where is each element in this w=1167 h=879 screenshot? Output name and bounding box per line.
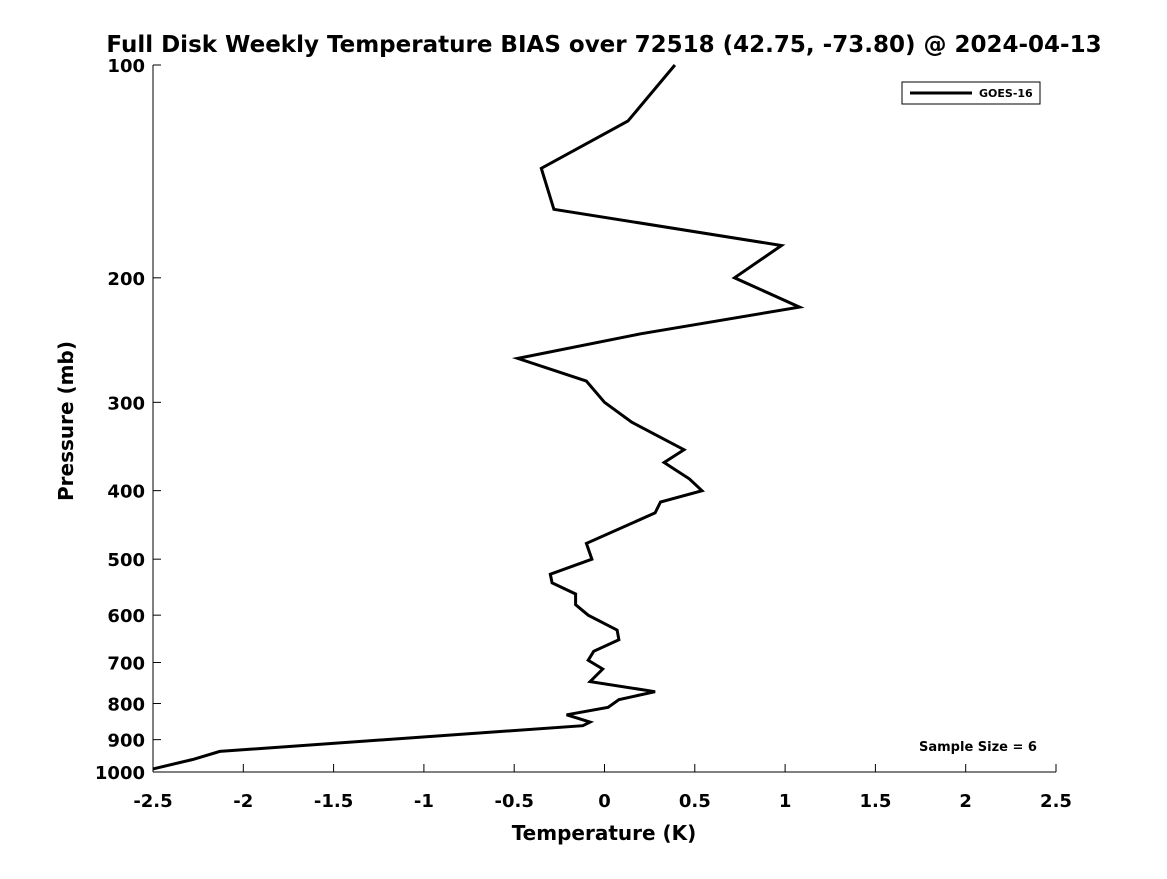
y-tick-label: 400 [107,482,145,503]
sample-size-annotation: Sample Size = 6 [919,740,1037,755]
x-tick-label: 1.5 [859,791,891,812]
x-tick-label: 2 [959,791,972,812]
series [152,64,805,771]
x-tick-label: -2 [233,791,253,812]
y-axis-title: Pressure (mb) [54,341,78,501]
y-tick-label: 900 [107,731,145,752]
x-tick-label: 1 [779,791,792,812]
x-axis-ticks: -2.5 -2 -1.5 -1 -0.5 0 0.5 1 1.5 2 2.5 [133,764,1072,812]
y-tick-label: 700 [107,653,145,674]
y-tick-label: 200 [107,269,145,290]
x-tick-label: -2.5 [133,791,172,812]
axes [152,65,1056,773]
y-tick-label: 500 [107,550,145,571]
chart-title: Full Disk Weekly Temperature BIAS over 7… [106,32,1101,58]
legend: GOES-16 [901,81,1041,105]
series-line-goes-16 [152,64,805,771]
y-tick-label: 1000 [95,763,145,784]
y-tick-label: 100 [107,56,145,77]
y-tick-label: 800 [107,694,145,715]
x-tick-label: -1 [414,791,434,812]
x-tick-label: 0 [598,791,611,812]
x-tick-label: -1.5 [314,791,353,812]
x-tick-label: 0.5 [679,791,711,812]
y-tick-label: 600 [107,606,145,627]
y-axis-ticks: 100 200 300 400 500 600 700 800 900 1000 [95,56,161,784]
y-tick-label: 300 [107,393,145,414]
x-tick-label: -0.5 [495,791,534,812]
legend-label-goes-16: GOES-16 [979,87,1033,100]
x-axis-title: Temperature (K) [512,821,697,845]
x-tick-label: 2.5 [1040,791,1072,812]
